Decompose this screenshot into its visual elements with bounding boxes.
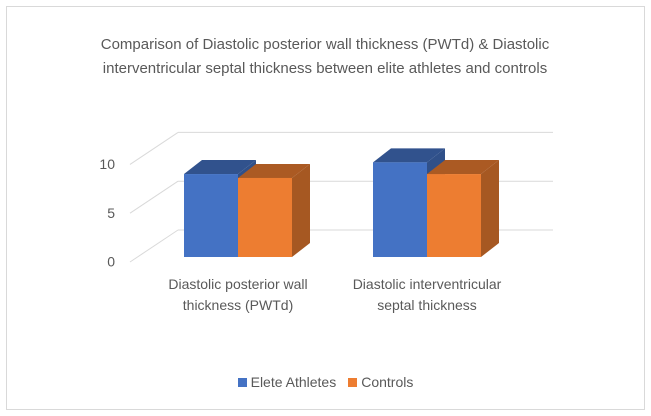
chart-title: Comparison of Diastolic posterior wall t…: [100, 36, 550, 77]
bar-top: [427, 160, 499, 175]
bar: [184, 174, 238, 257]
legend-item: Elete Athletes: [237, 374, 337, 390]
bar-side: [292, 163, 310, 257]
bar-top: [238, 163, 310, 178]
y-tick-label: 5: [107, 205, 115, 221]
legend-item: Controls: [348, 374, 413, 390]
y-tick-label: 0: [107, 254, 115, 270]
y-tick-label: 10: [99, 156, 115, 172]
bar: [373, 162, 427, 257]
legend: Elete Athletes Controls: [0, 374, 651, 390]
x-tick-label: Diastolic interventricular septal thickn…: [352, 276, 502, 313]
x-tick-label: Diastolic posterior wall thickness (PWTd…: [168, 276, 308, 313]
bar: [238, 177, 292, 257]
legend-label: Elete Athletes: [250, 374, 337, 390]
grid-line: [129, 131, 179, 165]
bar: [427, 174, 481, 257]
legend-swatch: [348, 378, 358, 387]
chart-border: [6, 6, 645, 410]
grid-line: [129, 229, 179, 263]
bar-side: [481, 160, 499, 257]
legend-label: Controls: [361, 374, 414, 390]
grid-line: [129, 180, 179, 214]
legend-swatch: [237, 378, 247, 387]
bar-top: [373, 148, 445, 163]
bar-top: [184, 160, 256, 175]
